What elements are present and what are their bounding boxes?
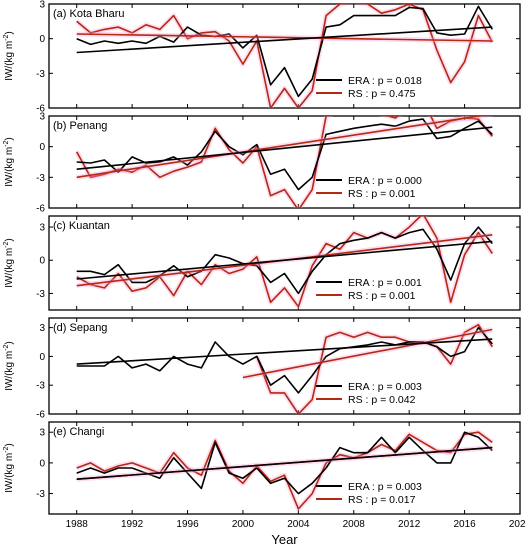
series-line-ERA_trend (76, 240, 493, 280)
y-axis-label: IW/(kg m-2) (3, 137, 15, 187)
series-line-ERA_trend (76, 126, 493, 170)
series-line-ERA_trend (76, 446, 493, 480)
y-axis-label: IW/(kg m-2) (3, 443, 15, 493)
y-tick-label: -3 (36, 381, 45, 392)
legend-label-ERA: ERA : p = 0.018 (348, 75, 422, 87)
series-line-RS (76, 431, 493, 510)
series-glow-RS (75, 4, 495, 108)
legend-label-RS: RS : p = 0.475 (348, 88, 416, 100)
y-tick-label: -6 (36, 204, 45, 215)
series-group (75, 216, 495, 310)
legend-label-RS: RS : p = 0.042 (348, 394, 416, 406)
series-group (75, 4, 495, 108)
series-group (76, 322, 495, 414)
series-line-ERA_trend (76, 26, 493, 54)
series-line-ERA (76, 326, 493, 394)
series-line-ERA (76, 5, 493, 98)
x-tick-label: 2008 (343, 519, 366, 530)
x-tick-label: 1992 (121, 519, 144, 530)
legend-label-RS: RS : p = 0.017 (348, 494, 416, 506)
panel-frame (48, 3, 521, 109)
series-line-ERA (76, 226, 493, 295)
series-glow-RS (74, 116, 495, 208)
y-tick-label: -6 (36, 104, 45, 115)
y-axis-label: IW/(kg m-2) (3, 238, 15, 288)
panel-frame (48, 317, 521, 415)
legend-label-RS: RS : p = 0.001 (348, 290, 416, 302)
series-group (75, 429, 494, 512)
x-tick-label: 2004 (287, 519, 310, 530)
series-line-RS (256, 323, 493, 414)
panel-frame (48, 115, 521, 209)
panel-title: (e) Changi (53, 426, 104, 438)
y-tick-label: 3 (39, 223, 45, 234)
panel-title: (d) Sepang (53, 322, 107, 334)
y-tick-label: -3 (36, 69, 45, 80)
series-line-RS_trend (76, 33, 493, 42)
series-line-RS (75, 116, 493, 208)
y-tick-label: 3 (39, 323, 45, 334)
panel-title: (b) Penang (53, 120, 107, 132)
legend-label-ERA: ERA : p = 0.003 (348, 481, 422, 493)
y-tick-label: -3 (36, 289, 45, 300)
panel-title: (c) Kuantan (53, 220, 110, 232)
series-line-RS (76, 216, 493, 308)
y-tick-label: 3 (39, 0, 45, 11)
panel-frame (48, 421, 521, 515)
x-tick-label: 2012 (398, 519, 421, 530)
y-tick-label: 0 (39, 458, 45, 469)
y-tick-label: 0 (39, 142, 45, 153)
x-tick-label: 2016 (453, 519, 476, 530)
series-line-ERA (76, 431, 493, 495)
x-tick-label: 1996 (176, 519, 199, 530)
x-axis-label: Year (271, 532, 298, 547)
y-tick-label: -3 (36, 489, 45, 500)
legend-label-RS: RS : p = 0.001 (348, 188, 416, 200)
series-line-RS_trend (242, 328, 493, 379)
y-axis-label: IW/(kg m-2) (3, 341, 15, 391)
y-tick-label: 0 (39, 352, 45, 363)
panel-frame (48, 215, 521, 311)
y-axis-label: IW/(kg m-2) (3, 31, 15, 81)
y-tick-label: 0 (39, 256, 45, 267)
legend-label-ERA: ERA : p = 0.000 (348, 175, 422, 187)
y-tick-label: 3 (39, 428, 45, 439)
series-line-ERA (76, 118, 493, 191)
x-tick-label: 1988 (66, 519, 89, 530)
x-tick-label: 2000 (232, 519, 255, 530)
y-tick-label: 0 (39, 34, 45, 45)
legend-label-ERA: ERA : p = 0.003 (348, 381, 422, 393)
panel-title: (a) Kota Bharu (53, 8, 125, 20)
series-line-ERA_trend (76, 338, 493, 365)
x-tick-label: 2020 (509, 519, 526, 530)
series-line-RS_trend (76, 116, 485, 179)
series-group (74, 116, 495, 208)
legend-label-ERA: ERA : p = 0.001 (348, 277, 422, 289)
y-tick-label: 3 (39, 112, 45, 123)
y-tick-label: -3 (36, 173, 45, 184)
y-tick-label: -6 (36, 410, 45, 421)
